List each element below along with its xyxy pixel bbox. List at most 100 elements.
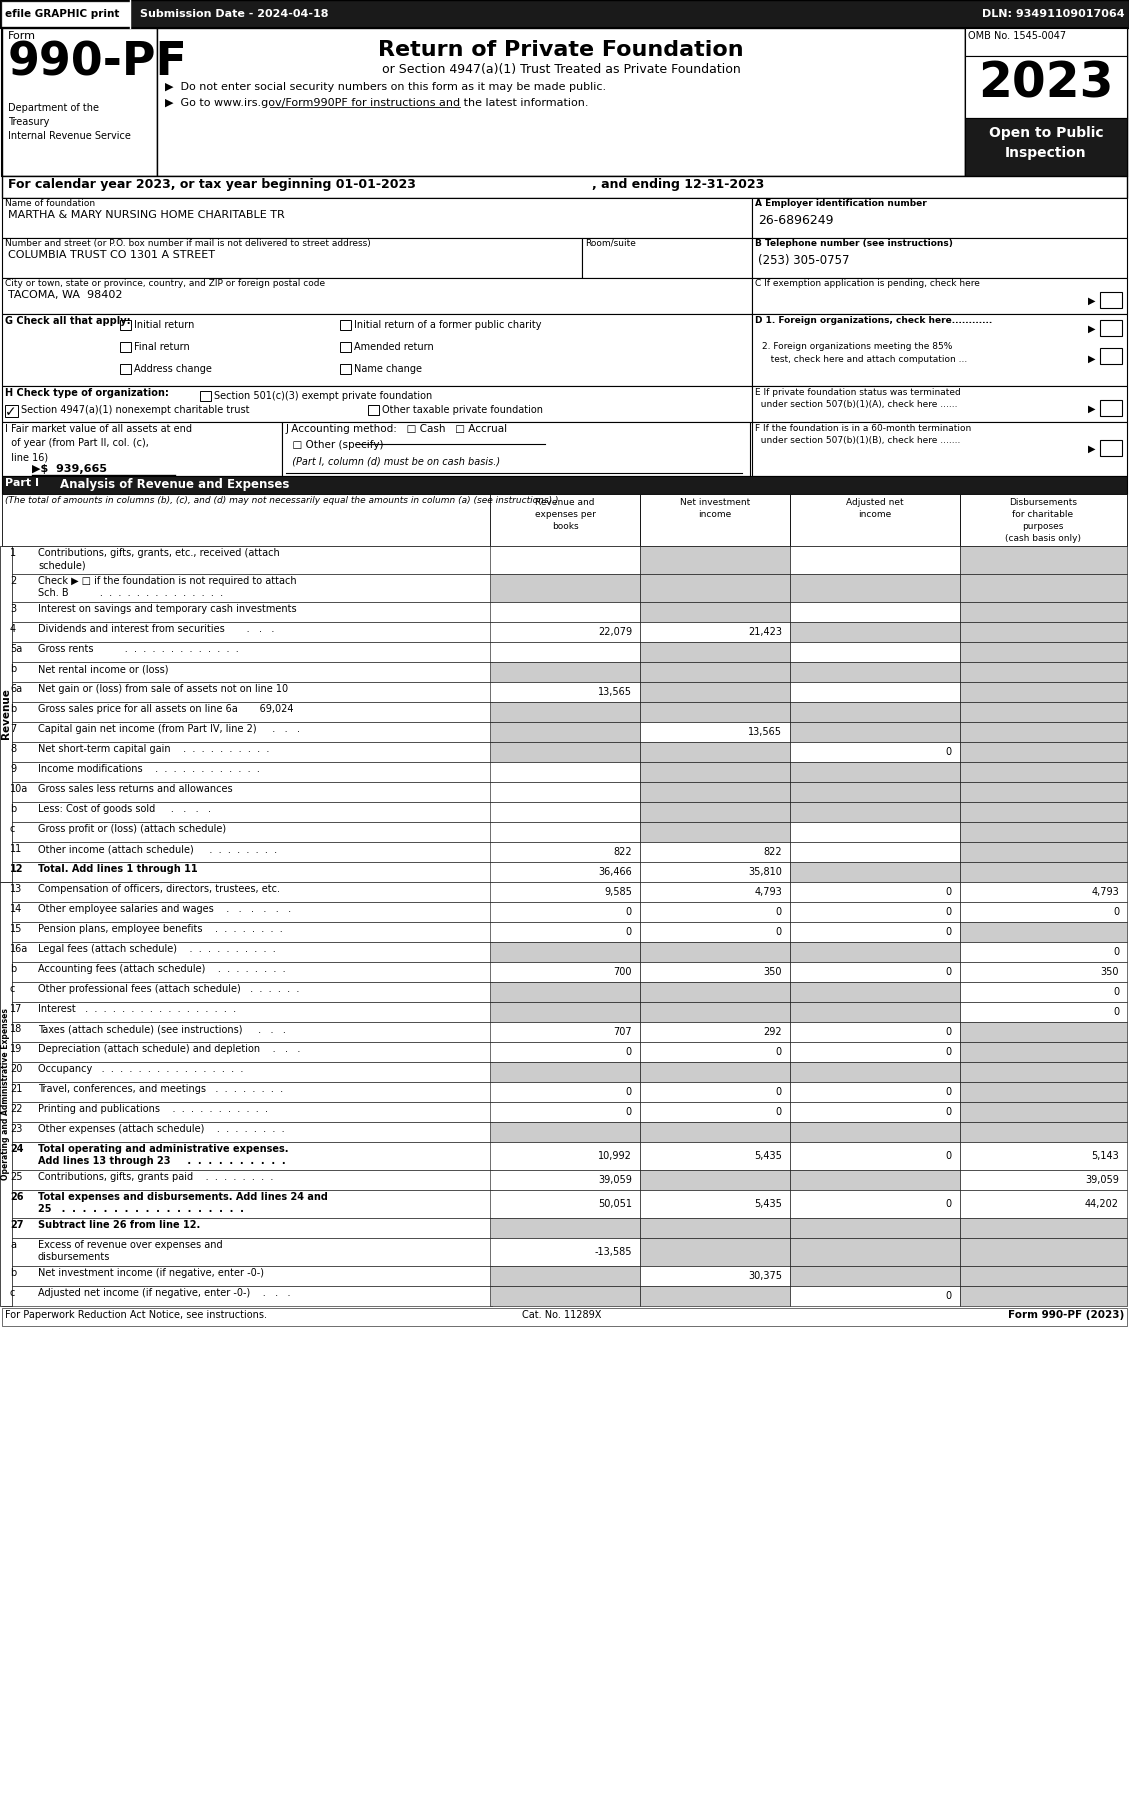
Bar xyxy=(2,2,130,25)
Text: 822: 822 xyxy=(763,847,782,858)
Bar xyxy=(640,962,790,982)
Text: 0: 0 xyxy=(1113,906,1119,917)
Bar xyxy=(790,547,960,574)
Bar xyxy=(790,922,960,942)
Bar xyxy=(640,1239,790,1266)
Bar xyxy=(2,1063,492,1082)
Text: Gross rents          .  .  .  .  .  .  .  .  .  .  .  .  .: Gross rents . . . . . . . . . . . . . xyxy=(38,644,238,654)
Bar xyxy=(2,1142,492,1170)
Bar xyxy=(490,982,640,1001)
Text: 0: 0 xyxy=(946,1088,952,1097)
Text: ▶: ▶ xyxy=(1088,297,1095,306)
Text: Gross sales less returns and allowances: Gross sales less returns and allowances xyxy=(38,784,233,795)
Bar xyxy=(640,602,790,622)
Bar xyxy=(2,762,492,782)
Bar xyxy=(640,903,790,922)
Bar xyxy=(2,1122,492,1142)
Bar xyxy=(960,1082,1127,1102)
Text: 0: 0 xyxy=(946,1199,952,1208)
Text: ▶: ▶ xyxy=(1088,324,1095,334)
Bar xyxy=(490,1122,640,1142)
Bar xyxy=(960,802,1127,822)
Bar xyxy=(490,1001,640,1021)
Text: Analysis of Revenue and Expenses: Analysis of Revenue and Expenses xyxy=(60,478,289,491)
Text: Name of foundation: Name of foundation xyxy=(5,200,95,209)
Bar xyxy=(960,962,1127,982)
Bar xyxy=(790,942,960,962)
Text: 15: 15 xyxy=(10,924,23,933)
Text: ✓: ✓ xyxy=(5,405,17,419)
Bar xyxy=(2,822,492,841)
Bar xyxy=(2,723,492,743)
Text: 0: 0 xyxy=(946,1046,952,1057)
Bar xyxy=(640,1170,790,1190)
Text: A Employer identification number: A Employer identification number xyxy=(755,200,927,209)
Text: □ Other (specify): □ Other (specify) xyxy=(286,441,384,450)
Bar xyxy=(490,841,640,861)
Text: For Paperwork Reduction Act Notice, see instructions.: For Paperwork Reduction Act Notice, see … xyxy=(5,1311,266,1320)
Bar xyxy=(490,681,640,701)
Text: b: b xyxy=(10,964,16,975)
Text: 13,565: 13,565 xyxy=(598,687,632,698)
Text: 9,585: 9,585 xyxy=(604,886,632,897)
Text: 4: 4 xyxy=(10,624,16,635)
Text: B Telephone number (see instructions): B Telephone number (see instructions) xyxy=(755,239,953,248)
Bar xyxy=(1100,320,1122,336)
Text: 990-PF: 990-PF xyxy=(8,41,187,86)
Text: Net rental income or (loss): Net rental income or (loss) xyxy=(38,663,168,674)
Bar xyxy=(960,1043,1127,1063)
Text: 36,466: 36,466 xyxy=(598,867,632,877)
Bar xyxy=(282,423,750,476)
Bar xyxy=(965,29,1127,56)
Bar xyxy=(790,1082,960,1102)
Text: Other professional fees (attach schedule)   .  .  .  .  .  .: Other professional fees (attach schedule… xyxy=(38,984,299,994)
Text: Total expenses and disbursements. Add lines 24 and
25   .  .  .  .  .  .  .  .  : Total expenses and disbursements. Add li… xyxy=(38,1192,327,1214)
Text: 18: 18 xyxy=(10,1025,23,1034)
Text: J Accounting method:   □ Cash   □ Accrual: J Accounting method: □ Cash □ Accrual xyxy=(286,424,508,433)
Text: 19: 19 xyxy=(10,1045,23,1054)
Bar xyxy=(2,547,492,574)
Text: b: b xyxy=(10,663,16,674)
Text: Other employee salaries and wages    .   .   .   .   .   .: Other employee salaries and wages . . . … xyxy=(38,904,291,913)
Bar xyxy=(790,841,960,861)
Bar xyxy=(640,861,790,883)
Bar xyxy=(960,723,1127,743)
Bar xyxy=(1100,399,1122,415)
Bar xyxy=(790,1142,960,1170)
Bar xyxy=(490,782,640,802)
Text: -13,585: -13,585 xyxy=(595,1248,632,1257)
Bar xyxy=(2,574,492,602)
Bar xyxy=(960,1190,1127,1217)
Bar xyxy=(2,1307,1127,1325)
Bar xyxy=(2,1102,492,1122)
Text: 0: 0 xyxy=(1113,987,1119,998)
Text: Gross sales price for all assets on line 6a       69,024: Gross sales price for all assets on line… xyxy=(38,705,294,714)
Bar xyxy=(490,962,640,982)
Bar xyxy=(490,622,640,642)
Text: 39,059: 39,059 xyxy=(598,1176,632,1185)
Text: 0: 0 xyxy=(625,1108,632,1117)
Bar xyxy=(640,802,790,822)
Bar xyxy=(960,622,1127,642)
Bar xyxy=(960,942,1127,962)
Text: Section 501(c)(3) exempt private foundation: Section 501(c)(3) exempt private foundat… xyxy=(215,390,432,401)
Bar xyxy=(2,1170,492,1190)
Text: ▶: ▶ xyxy=(1088,444,1095,455)
Text: Check ▶ □ if the foundation is not required to attach
Sch. B          .  .  .  .: Check ▶ □ if the foundation is not requi… xyxy=(38,575,297,599)
Text: 20: 20 xyxy=(10,1064,23,1073)
Text: 6a: 6a xyxy=(10,683,23,694)
Bar xyxy=(2,782,492,802)
Bar xyxy=(790,494,960,547)
Bar xyxy=(640,1142,790,1170)
Bar xyxy=(2,1001,492,1021)
Text: Occupancy   .  .  .  .  .  .  .  .  .  .  .  .  .  .  .  .: Occupancy . . . . . . . . . . . . . . . … xyxy=(38,1064,244,1073)
Bar xyxy=(965,56,1127,119)
Text: 17: 17 xyxy=(10,1003,23,1014)
Bar xyxy=(340,320,351,331)
Bar xyxy=(2,237,583,279)
Text: 8: 8 xyxy=(10,744,16,753)
Bar xyxy=(490,723,640,743)
Bar xyxy=(2,701,492,723)
Text: 22: 22 xyxy=(10,1104,23,1115)
Text: 822: 822 xyxy=(613,847,632,858)
